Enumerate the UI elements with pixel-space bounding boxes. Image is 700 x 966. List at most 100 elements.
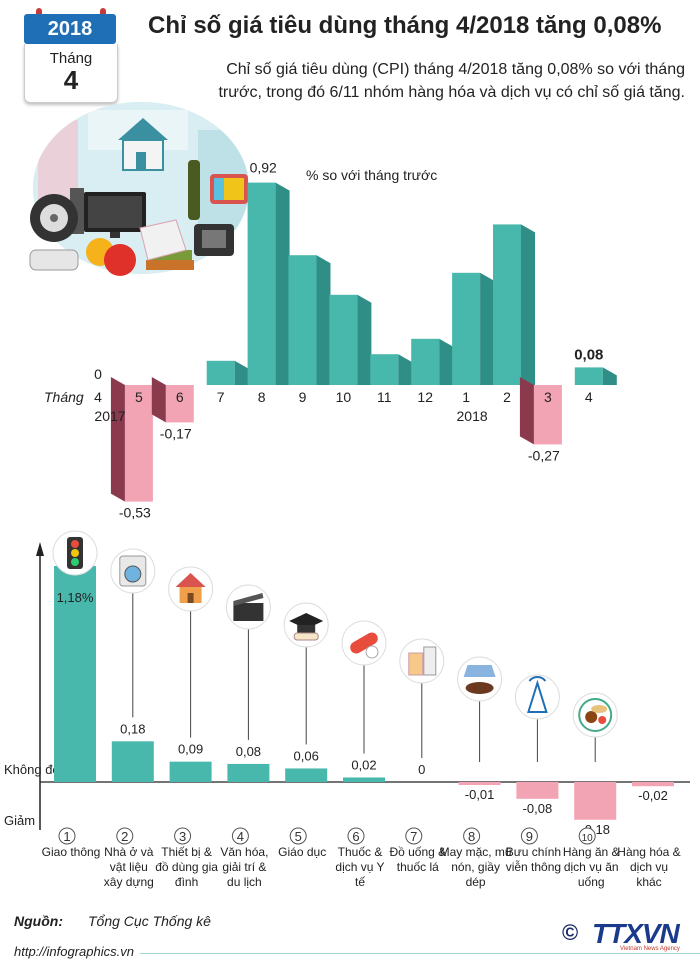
category-number-8: 9 xyxy=(526,829,533,844)
category-name-10-1: dịch vụ xyxy=(630,860,668,874)
group-value-8: -0,08 xyxy=(523,801,553,816)
category-number-circle-3 xyxy=(231,827,249,845)
monthly-data-labels: 0 -0,53 -0,17 0,92 -0,27 0,08 xyxy=(94,160,603,520)
machine-door xyxy=(124,565,142,583)
house-icon xyxy=(118,118,168,171)
category-name-5-1: dịch vụ Y xyxy=(335,860,384,874)
tick-month-9: 1 xyxy=(462,389,470,405)
category-name-6-0: Đồ uống & xyxy=(389,845,446,859)
intro-text: Chỉ số giá tiêu dùng (CPI) tháng 4/2018 … xyxy=(218,61,685,101)
bar-month-9 xyxy=(452,272,481,385)
door xyxy=(187,593,194,603)
bar-month-11 xyxy=(533,385,562,445)
clapperboard-icon xyxy=(233,593,264,621)
category-number-2: 3 xyxy=(179,829,186,844)
tick-month-12: 4 xyxy=(585,389,593,405)
bar-facet-9 xyxy=(480,272,495,385)
bar-facet-5 xyxy=(316,255,331,385)
tick-month-2: 6 xyxy=(176,389,184,405)
board xyxy=(233,603,264,621)
icon-bubble-7 xyxy=(457,656,503,702)
category-number-circle-8 xyxy=(520,827,538,845)
category-name-5-0: Thuốc & xyxy=(338,845,383,859)
group-value-3: 0,08 xyxy=(236,744,261,759)
bar-month-7 xyxy=(370,354,399,385)
footer-url[interactable]: http://infographics.vn xyxy=(14,944,134,959)
cap-base xyxy=(297,625,316,633)
category-name-5-2: tế xyxy=(355,875,365,889)
tablet xyxy=(365,645,379,659)
group-value-4: 0,06 xyxy=(294,748,319,763)
tomato xyxy=(598,716,607,724)
pills-icon xyxy=(29,249,79,271)
group-value-6: 0 xyxy=(418,762,425,777)
category-number-circle-6 xyxy=(405,827,423,845)
bar-facet-8 xyxy=(439,338,454,385)
bar-month-2 xyxy=(165,385,194,423)
bread xyxy=(591,705,608,713)
bar-facet-1 xyxy=(110,377,125,502)
bar-month-12 xyxy=(574,367,603,385)
tick-month-0: 4 xyxy=(94,389,102,405)
source-value: Tổng Cục Thống kê xyxy=(88,913,211,929)
category-name-3-2: du lịch xyxy=(227,875,262,889)
tick-month-1: 5 xyxy=(135,389,143,405)
year-label-0: 2017 xyxy=(94,408,125,424)
footer-divider xyxy=(140,953,700,954)
shirt xyxy=(463,665,496,677)
category-name-2-2: đình xyxy=(175,875,198,889)
data-label-month-12: 0,08 xyxy=(574,346,603,363)
month-axis-label: Tháng xyxy=(44,389,84,405)
tick-month-7: 11 xyxy=(377,389,392,405)
category-number-circle-9 xyxy=(578,827,596,845)
down-axis-label: Giảm xyxy=(4,813,35,828)
category-number-circle-4 xyxy=(289,827,307,845)
group-bar-9 xyxy=(574,782,617,820)
category-number-circle-7 xyxy=(463,827,481,845)
calendar-body: Tháng 4 xyxy=(24,44,118,103)
food-plate-icon xyxy=(578,698,613,732)
bar-facet-11 xyxy=(519,377,534,445)
category-name-9-1: dịch vụ ăn xyxy=(564,860,619,874)
ttxvn-logo: TTXVN xyxy=(592,918,680,949)
bar-month-8 xyxy=(411,338,440,385)
fruit-icon xyxy=(86,238,136,276)
category-name-1-0: Nhà ở và xyxy=(104,845,154,859)
tick-month-10: 2 xyxy=(503,389,511,405)
category-number-9: 10 xyxy=(582,833,594,844)
category-number-circle-0 xyxy=(58,827,76,845)
category-number-1: 2 xyxy=(121,829,128,844)
category-name-6-1: thuốc lá xyxy=(397,860,439,874)
copyright-icon: © xyxy=(562,920,579,945)
tick-month-11: 3 xyxy=(544,389,552,405)
category-number-6: 7 xyxy=(410,829,417,844)
page-title: Chỉ số giá tiêu dùng tháng 4/2018 tăng 0… xyxy=(148,12,662,39)
category-number-circle-1 xyxy=(116,827,134,845)
books-icon xyxy=(146,250,194,270)
signal xyxy=(528,676,547,682)
bar-facet-6 xyxy=(357,294,372,385)
roof xyxy=(175,573,206,587)
category-name-1-1: vật liệu xyxy=(110,860,148,874)
category-name-1-2: xây dựng xyxy=(104,875,154,889)
group-bar-7 xyxy=(458,782,501,785)
icon-bubble-8 xyxy=(514,674,560,720)
washing-machine-icon xyxy=(119,555,147,587)
group-bar-1 xyxy=(111,741,154,782)
category-number-0: 1 xyxy=(63,829,70,844)
group-cpi-chart: Không đổi Giảm 1,18% 0,18 0,09 0,08 0,06 0,02… xyxy=(4,530,690,889)
category-name-4-0: Giáo dục xyxy=(278,845,326,859)
shopping-illustration xyxy=(29,102,249,276)
data-label-month-4: 0,92 xyxy=(250,160,277,176)
group-bar-5 xyxy=(343,777,385,782)
group-bar-4 xyxy=(285,768,328,782)
bar-month-5 xyxy=(288,255,317,385)
category-name-9-0: Hàng ăn & xyxy=(563,845,620,859)
antenna-icon xyxy=(527,676,548,713)
group-value-5: 0,02 xyxy=(351,757,376,772)
traffic-light-icon xyxy=(67,537,83,569)
telephone-icon xyxy=(194,224,234,256)
meat xyxy=(585,711,598,723)
year-label-9: 2018 xyxy=(457,408,488,424)
